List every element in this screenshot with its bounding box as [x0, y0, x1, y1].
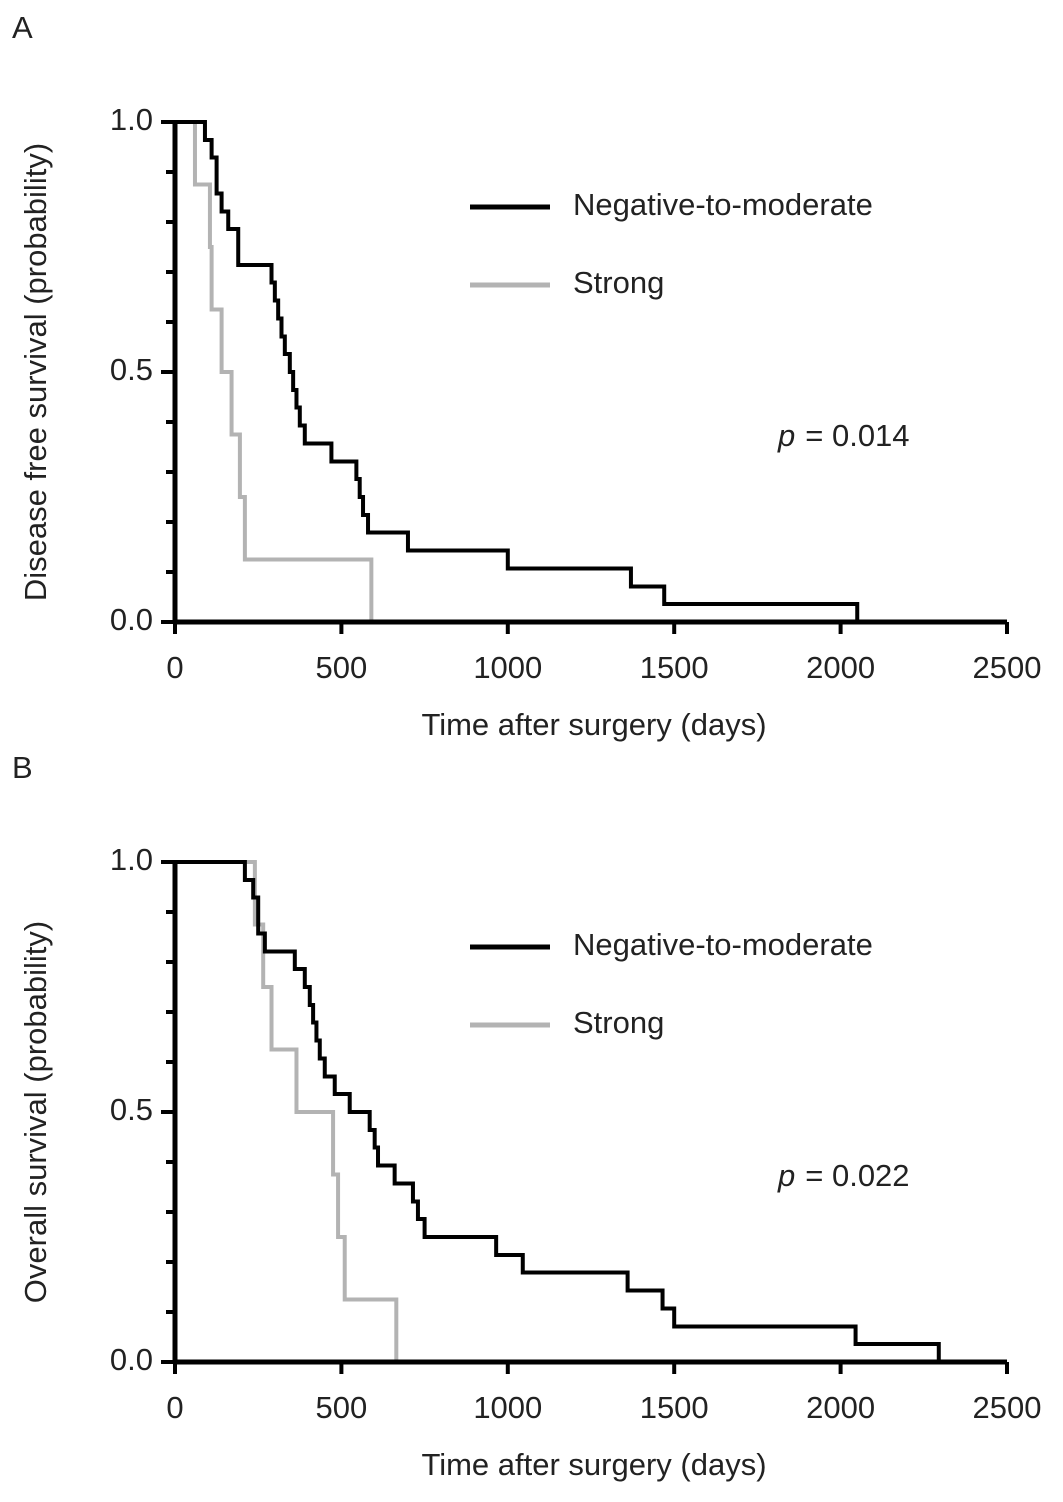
annotation: p = 0.014: [777, 418, 910, 453]
y-tick-label: 1.0: [110, 102, 153, 137]
annotation-symbol: p: [777, 1158, 795, 1193]
x-tick-label: 500: [316, 1390, 368, 1425]
y-axis-label: Overall survival (probability): [18, 921, 53, 1303]
y-axis-label: Disease free survival (probability): [18, 143, 53, 601]
survival-curve: [175, 120, 860, 622]
legend-label: Strong: [573, 265, 664, 300]
survival-curve: [175, 860, 399, 1362]
legend-label: Negative-to-moderate: [573, 187, 873, 222]
y-tick-label: 1.0: [110, 842, 153, 877]
y-tick-label: 0.5: [110, 1092, 153, 1127]
x-tick-label: 2000: [806, 650, 875, 685]
x-tick-label: 1000: [473, 1390, 542, 1425]
y-tick-label: 0.5: [110, 352, 153, 387]
annotation-text: = 0.014: [805, 418, 909, 453]
x-tick-label: 1500: [640, 1390, 709, 1425]
x-tick-label: 2000: [806, 1390, 875, 1425]
x-tick-label: 2500: [973, 650, 1042, 685]
x-axis-label: Time after surgery (days): [421, 1447, 766, 1482]
annotation-text: = 0.022: [805, 1158, 909, 1193]
x-tick-label: 2500: [973, 1390, 1042, 1425]
x-tick-label: 1000: [473, 650, 542, 685]
legend-label: Strong: [573, 1005, 664, 1040]
legend-label: Negative-to-moderate: [573, 927, 873, 962]
panel-label: B: [12, 750, 33, 785]
x-tick-label: 1500: [640, 650, 709, 685]
x-tick-label: 500: [316, 650, 368, 685]
annotation-symbol: p: [777, 418, 795, 453]
x-tick-label: 0: [166, 1390, 183, 1425]
x-tick-label: 0: [166, 650, 183, 685]
annotation: p = 0.022: [777, 1158, 910, 1193]
y-tick-label: 0.0: [110, 1342, 153, 1377]
survival-curve: [175, 860, 941, 1362]
y-tick-label: 0.0: [110, 602, 153, 637]
panel-label: A: [12, 10, 33, 45]
panel: A 0.0 0.5 1.0 0 500 1000 1500 2000 2500 Time after…: [12, 10, 1041, 742]
survival-curve: [175, 120, 374, 622]
panel: B 0.0 0.5 1.0 0 500 1000 1500 2000 2500 Time after…: [12, 750, 1041, 1482]
x-axis-label: Time after surgery (days): [421, 707, 766, 742]
